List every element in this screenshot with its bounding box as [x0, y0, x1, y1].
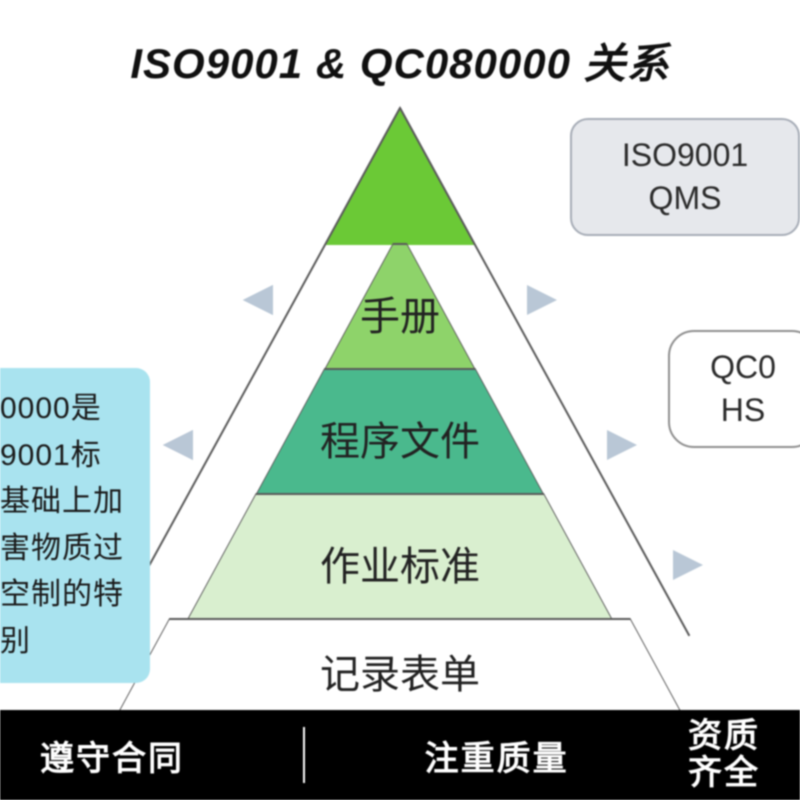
diagram-canvas: ISO9001 & QC080000 关系 手册程序文件作业标准记录表单 ISO…	[0, 0, 800, 800]
side-arrow-left-icon	[243, 285, 273, 315]
side-arrow-right-icon	[527, 285, 557, 315]
footer-center: 注重质量	[425, 731, 569, 780]
side-arrow-left-icon	[163, 430, 193, 460]
left-description-line: 9001标	[0, 433, 136, 480]
left-description-line: 0000是	[0, 386, 136, 433]
pyramid-level-label: 记录表单	[320, 642, 480, 700]
pyramid-level-0	[325, 108, 475, 245]
callout-line: HS	[692, 389, 794, 432]
footer-right-line: 齐全	[688, 755, 760, 792]
footer-left: 遵守合同	[40, 731, 184, 780]
callout-line: ISO9001	[594, 134, 776, 177]
callout-line: QC0	[692, 346, 794, 389]
pyramid-level-label: 作业标准	[320, 534, 480, 592]
left-description-line: 基础上加	[0, 479, 136, 526]
left-description-line: 空制的特别	[0, 572, 136, 665]
left-description-line: 害物质过	[0, 526, 136, 573]
side-arrow-right-icon	[607, 430, 637, 460]
callout-iso9001-qms: ISO9001 QMS	[570, 118, 800, 236]
callout-line: QMS	[594, 177, 776, 220]
footer-right-line: 资质	[688, 718, 760, 755]
side-arrow-right-icon	[673, 550, 703, 580]
pyramid-level-label: 程序文件	[320, 409, 480, 467]
footer-bar: 遵守合同 注重质量 资质 齐全	[0, 710, 800, 800]
footer-divider-icon	[303, 727, 305, 783]
left-description: 0000是9001标基础上加害物质过空制的特别	[0, 368, 150, 683]
footer-right: 资质 齐全	[688, 718, 760, 793]
pyramid-level-label: 手册	[360, 284, 440, 342]
page-title: ISO9001 & QC080000 关系	[0, 30, 800, 91]
callout-qc-hs: QC0 HS	[668, 330, 800, 448]
